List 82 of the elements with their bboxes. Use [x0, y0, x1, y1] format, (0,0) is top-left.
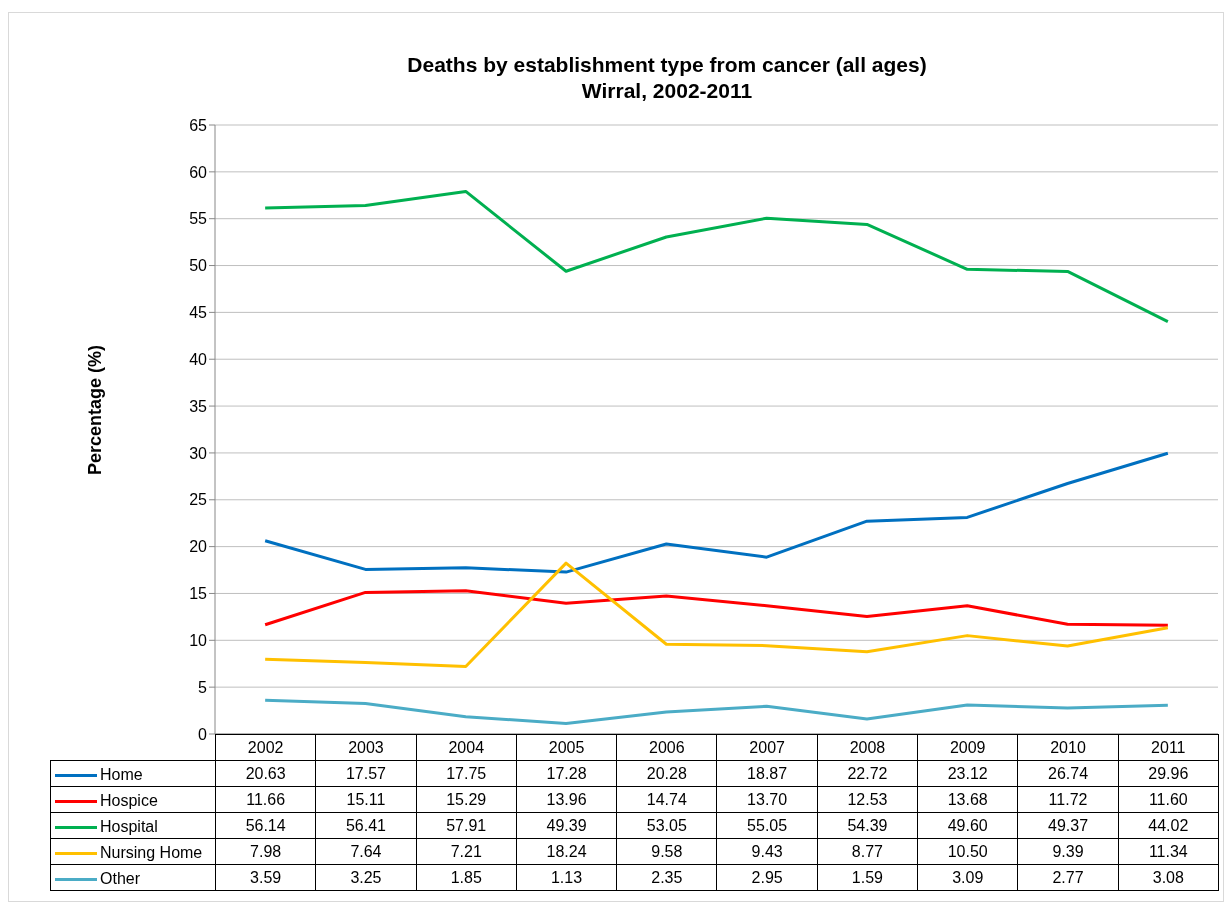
data-label: 3.09 — [917, 864, 1018, 891]
data-label: 7.98 — [215, 838, 316, 865]
data-label: 14.74 — [616, 786, 717, 813]
data-label: 49.37 — [1017, 812, 1119, 839]
legend-label: Nursing Home — [100, 844, 203, 863]
y-tick-label: 10 — [189, 631, 208, 649]
data-label: 44.02 — [1118, 812, 1219, 839]
data-label: 15.29 — [416, 786, 517, 813]
data-label: 13.68 — [917, 786, 1018, 813]
data-label: 56.14 — [215, 812, 316, 839]
data-label: 17.57 — [315, 760, 417, 787]
data-label: 2.77 — [1017, 864, 1119, 891]
y-axis-title: Percentage (%) — [84, 344, 106, 476]
y-tick-label: 30 — [189, 444, 208, 462]
data-label: 9.58 — [616, 838, 717, 865]
data-label: 22.72 — [817, 760, 918, 787]
y-tick-label: 5 — [198, 678, 208, 696]
data-label: 12.53 — [817, 786, 918, 813]
y-tick-label: 65 — [189, 116, 208, 134]
data-label: 2.35 — [616, 864, 717, 891]
data-label: 20.28 — [616, 760, 717, 787]
data-label: 9.43 — [716, 838, 818, 865]
data-label: 49.39 — [516, 812, 617, 839]
data-label: 3.25 — [315, 864, 417, 891]
data-label: 49.60 — [917, 812, 1018, 839]
y-tick-label: 35 — [189, 397, 208, 415]
data-label: 3.08 — [1118, 864, 1219, 891]
x-tick-label: 2010 — [1017, 734, 1119, 761]
data-label: 11.60 — [1118, 786, 1219, 813]
y-tick-label: 40 — [189, 350, 208, 368]
data-label: 18.87 — [716, 760, 818, 787]
data-label: 57.91 — [416, 812, 517, 839]
data-label: 15.11 — [315, 786, 417, 813]
chart-title: Deaths by establishment type from cancer (all ages) — [406, 52, 928, 78]
y-tick-label: 45 — [189, 304, 208, 322]
data-label: 56.41 — [315, 812, 417, 839]
data-label: 26.74 — [1017, 760, 1119, 787]
data-label: 23.12 — [917, 760, 1018, 787]
x-tick-label: 2005 — [516, 734, 617, 761]
legend-label: Hospice — [100, 792, 158, 811]
x-tick-label: 2007 — [716, 734, 818, 761]
x-tick-label: 2008 — [817, 734, 918, 761]
data-label: 1.13 — [516, 864, 617, 891]
legend-label: Home — [100, 766, 143, 785]
legend-label: Hospital — [100, 818, 158, 837]
data-label: 9.39 — [1017, 838, 1119, 865]
x-tick-label: 2006 — [616, 734, 717, 761]
data-label: 53.05 — [616, 812, 717, 839]
data-label: 7.21 — [416, 838, 517, 865]
y-tick-label: 60 — [189, 163, 208, 181]
data-label: 17.75 — [416, 760, 517, 787]
data-label: 8.77 — [817, 838, 918, 865]
y-tick-label: 20 — [189, 538, 208, 556]
data-label: 11.66 — [215, 786, 316, 813]
data-label: 10.50 — [917, 838, 1018, 865]
y-tick-label: 50 — [189, 257, 208, 275]
data-label: 17.28 — [516, 760, 617, 787]
data-label: 11.34 — [1118, 838, 1219, 865]
x-tick-label: 2011 — [1118, 734, 1219, 761]
data-label: 1.59 — [817, 864, 918, 891]
data-label: 11.72 — [1017, 786, 1119, 813]
chart-subtitle: Wirral, 2002-2011 — [580, 78, 754, 104]
x-tick-label: 2002 — [215, 734, 316, 761]
data-label: 55.05 — [716, 812, 818, 839]
data-label: 13.96 — [516, 786, 617, 813]
y-tick-label: 55 — [189, 210, 208, 228]
x-tick-label: 2004 — [416, 734, 517, 761]
data-label: 7.64 — [315, 838, 417, 865]
y-tick-label: 0 — [198, 725, 208, 743]
data-label: 20.63 — [215, 760, 316, 787]
legend-label: Other — [100, 870, 141, 889]
data-label: 29.96 — [1118, 760, 1219, 787]
data-label: 1.85 — [416, 864, 517, 891]
x-tick-label: 2009 — [917, 734, 1018, 761]
data-label: 18.24 — [516, 838, 617, 865]
data-label: 54.39 — [817, 812, 918, 839]
x-tick-label: 2003 — [315, 734, 417, 761]
data-label: 3.59 — [215, 864, 316, 891]
y-tick-label: 15 — [189, 585, 208, 603]
data-label: 13.70 — [716, 786, 818, 813]
y-tick-label: 25 — [189, 491, 208, 509]
data-label: 2.95 — [716, 864, 818, 891]
